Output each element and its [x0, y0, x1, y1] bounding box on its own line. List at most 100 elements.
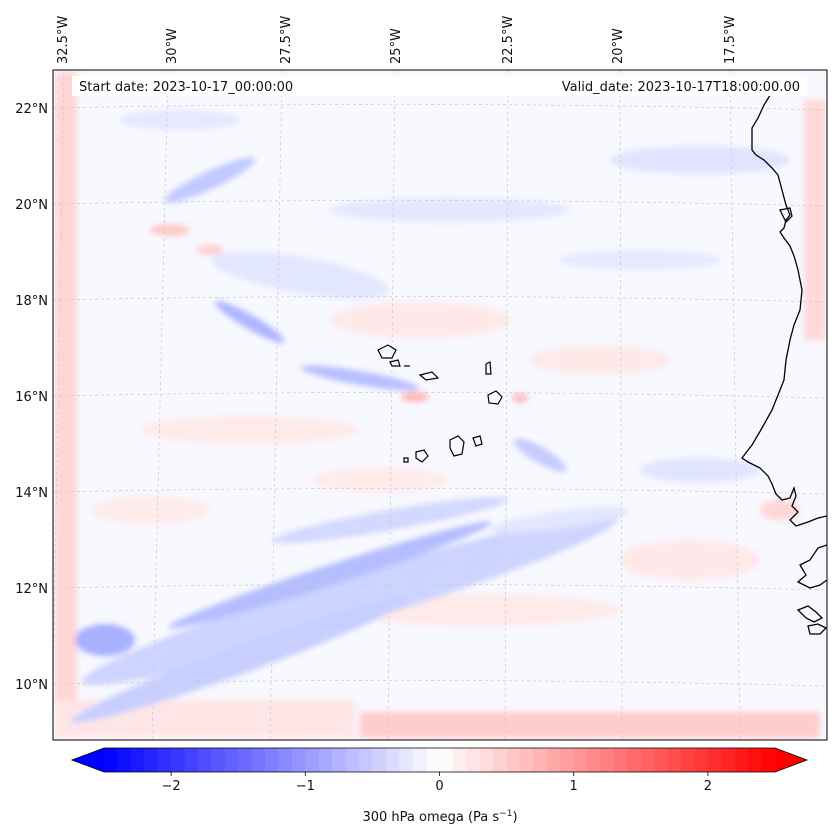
- parallel: [53, 680, 827, 687]
- colorbar-cell: [251, 748, 266, 772]
- colorbar-cell: [640, 748, 655, 772]
- colorbar-cell: [466, 748, 481, 772]
- colorbar-cell: [681, 748, 695, 772]
- colorbar-cell: [426, 748, 440, 772]
- colorbar-cell: [197, 748, 212, 772]
- graticule: [53, 70, 827, 740]
- sal-island: [485, 361, 492, 375]
- blue-band: [70, 597, 410, 723]
- lon-label: 20°W: [611, 28, 626, 64]
- colorbar-cell: [184, 748, 199, 772]
- colorbar-tick-label: −1: [296, 779, 315, 794]
- colorbar-tick-label: 0: [435, 779, 443, 794]
- pink-blob: [330, 302, 510, 338]
- lat-label: 14°N: [15, 486, 48, 501]
- colorbar-cell: [130, 748, 145, 772]
- senegal-gambia-coast: [796, 544, 827, 589]
- colorbar-cell: [627, 748, 642, 772]
- lat-label: 10°N: [15, 678, 48, 693]
- map-frame: [52, 69, 828, 741]
- east-boundary-ascent: [804, 100, 826, 340]
- colorbar-ticks: −2 −1 0 1 2: [162, 772, 712, 794]
- colorbar-cell: [399, 748, 414, 772]
- meridian: [504, 70, 509, 740]
- colorbar-units-prefix: (Pa s: [468, 810, 499, 825]
- colorbar-cell: [520, 748, 534, 772]
- colorbar-cell: [345, 748, 360, 772]
- colorbar-cell: [587, 748, 602, 772]
- colorbar-units-exponent: −1: [499, 809, 512, 819]
- colorbar-cell: [157, 748, 172, 772]
- colorbar-cell: [224, 748, 239, 772]
- meridian: [53, 70, 65, 704]
- blue-band: [82, 514, 618, 686]
- colorbar-cell: [385, 748, 400, 772]
- parallel: [53, 296, 827, 303]
- lon-label: 30°W: [165, 28, 180, 64]
- colorbar-cell: [600, 748, 615, 772]
- colorbar-cell: [104, 748, 118, 772]
- blue-band: [120, 110, 240, 130]
- parallel: [53, 488, 827, 495]
- blue-streak: [215, 301, 285, 343]
- blue-band-core: [168, 521, 492, 629]
- parallel: [53, 104, 827, 111]
- santiago-island: [449, 435, 465, 457]
- colorbar: −2 −1 0 1 2 300 hPa omega (Pa s−1): [70, 747, 809, 825]
- colorbar-cell: [278, 748, 293, 772]
- lon-label: 27.5°W: [279, 16, 294, 64]
- meridian: [619, 70, 623, 740]
- pink-blob: [620, 540, 760, 580]
- colorbar-cell: [117, 748, 132, 772]
- colorbar-cell: [546, 748, 561, 772]
- colorbar-cell: [654, 748, 669, 772]
- colorbar-cell: [506, 748, 521, 772]
- colorbar-cell: [358, 748, 373, 772]
- colorbar-cell: [533, 748, 548, 772]
- colorbar-cell: [748, 748, 763, 772]
- banc-d-arguin: [779, 207, 793, 224]
- colorbar-cell: [493, 748, 508, 772]
- colorbar-outline: [70, 747, 809, 773]
- cabo-verde-islands: [377, 344, 503, 463]
- west-boundary-ascent: [55, 72, 77, 712]
- colorbar-cell: [171, 748, 186, 772]
- colorbar-cell: [721, 748, 736, 772]
- lat-label: 18°N: [15, 294, 48, 309]
- map-background: [53, 70, 827, 740]
- sao-nicolau-island: [418, 371, 440, 381]
- meridian: [151, 70, 169, 740]
- lat-label: 12°N: [15, 582, 48, 597]
- colorbar-cell: [318, 748, 333, 772]
- blue-band: [640, 458, 760, 482]
- omega-field: [55, 72, 826, 738]
- blue-band: [330, 198, 570, 222]
- colorbar-variable: 300 hPa omega: [362, 810, 463, 825]
- lon-label: 32.5°W: [56, 16, 71, 64]
- longitude-labels: 32.5°W 30°W 27.5°W 25°W 22.5°W 20°W 17.5…: [56, 16, 738, 64]
- colorbar-cell: [734, 748, 749, 772]
- parallel: [53, 200, 827, 207]
- colorbar-cell: [573, 748, 588, 772]
- lat-label: 20°N: [15, 198, 48, 213]
- colorbar-cell: [761, 748, 776, 772]
- blue-streak: [164, 157, 256, 203]
- meridian: [729, 70, 741, 740]
- blue-streak: [300, 365, 420, 391]
- colorbar-tick-label: 1: [570, 779, 578, 794]
- meridian: [269, 70, 283, 740]
- lat-label: 22°N: [15, 102, 48, 117]
- colorbar-cell: [694, 748, 709, 772]
- sao-vicente-island: [389, 359, 401, 367]
- colorbar-cell: [707, 748, 722, 772]
- brava-island: [403, 457, 409, 463]
- map-panel: Start date: 2023-10-17_00:00:00 Valid_da…: [52, 69, 828, 741]
- coastlines: [741, 77, 827, 635]
- parallel: [53, 584, 827, 591]
- info-box: [72, 76, 807, 96]
- colorbar-cells: [104, 748, 776, 772]
- colorbar-cell: [372, 748, 387, 772]
- colorbar-cell: [144, 748, 159, 772]
- colorbar-cell: [479, 748, 494, 772]
